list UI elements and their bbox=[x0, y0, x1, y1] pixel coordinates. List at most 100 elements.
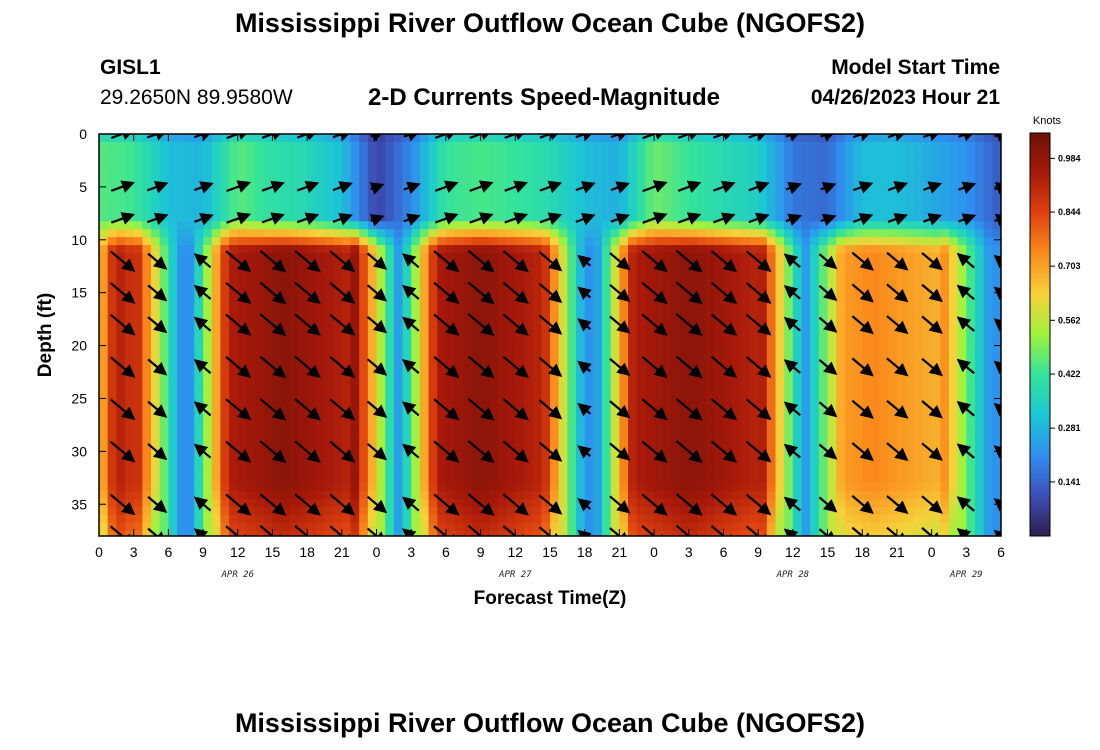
heatmap-cell bbox=[385, 213, 395, 222]
heatmap-cell bbox=[263, 348, 274, 357]
heatmap-cell bbox=[654, 379, 664, 389]
heatmap-cell bbox=[628, 324, 638, 333]
heatmap-cell bbox=[879, 348, 889, 357]
heatmap-cell bbox=[636, 245, 646, 254]
heatmap-cell bbox=[168, 134, 178, 143]
heatmap-cell bbox=[792, 522, 803, 532]
heatmap-cell bbox=[151, 419, 161, 429]
heatmap-cell bbox=[706, 181, 716, 191]
heatmap-cell bbox=[99, 197, 109, 206]
heatmap-cell bbox=[836, 316, 846, 326]
heatmap-cell bbox=[905, 443, 915, 452]
heatmap-cell bbox=[142, 506, 152, 516]
heatmap-cell bbox=[766, 530, 777, 536]
heatmap-cell bbox=[393, 467, 404, 476]
heatmap-cell bbox=[593, 498, 603, 508]
heatmap-cell bbox=[411, 189, 421, 199]
heatmap-cell bbox=[905, 451, 915, 460]
heatmap-cell bbox=[758, 435, 768, 445]
heatmap-cell bbox=[602, 522, 612, 532]
heatmap-cell bbox=[628, 427, 638, 437]
heatmap-cell bbox=[480, 276, 490, 286]
heatmap-cell bbox=[107, 276, 117, 286]
heatmap-cell bbox=[550, 300, 560, 310]
heatmap-cell bbox=[367, 141, 378, 151]
heatmap-cell bbox=[940, 253, 950, 262]
heatmap-cell bbox=[411, 205, 421, 214]
heatmap-cell bbox=[558, 292, 568, 302]
heatmap-cell bbox=[879, 245, 889, 254]
heatmap-cell bbox=[367, 229, 378, 238]
heatmap-cell bbox=[315, 530, 326, 536]
heatmap-cell bbox=[905, 308, 915, 318]
heatmap-cell bbox=[203, 522, 213, 532]
heatmap-cell bbox=[567, 316, 577, 326]
heatmap-cell bbox=[567, 276, 577, 286]
heatmap-cell bbox=[602, 372, 612, 381]
heatmap-cell bbox=[602, 324, 612, 333]
heatmap-cell bbox=[220, 134, 230, 143]
heatmap-cell bbox=[749, 514, 759, 524]
heatmap-cell bbox=[576, 348, 586, 357]
heatmap-cell bbox=[142, 268, 152, 278]
heatmap-cell bbox=[194, 149, 204, 159]
heatmap-cell bbox=[654, 300, 664, 310]
heatmap-cell bbox=[775, 221, 785, 230]
heatmap-cell bbox=[133, 260, 143, 270]
heatmap-cell bbox=[697, 435, 707, 445]
heatmap-cell bbox=[255, 427, 265, 437]
heatmap-cell bbox=[489, 300, 499, 310]
heatmap-cell bbox=[792, 435, 803, 445]
heatmap-cell bbox=[333, 173, 343, 183]
heatmap-cell bbox=[107, 205, 117, 214]
heatmap-cell bbox=[211, 467, 222, 476]
heatmap-cell bbox=[905, 332, 915, 341]
heatmap-cell bbox=[740, 268, 751, 278]
heatmap-cell bbox=[263, 149, 274, 159]
heatmap-cell bbox=[862, 165, 872, 175]
heatmap-cell bbox=[437, 165, 447, 175]
heatmap-cell bbox=[550, 237, 560, 246]
heatmap-cell bbox=[445, 189, 456, 199]
heatmap-cell bbox=[853, 427, 863, 437]
heatmap-cell bbox=[341, 395, 352, 405]
heatmap-cell bbox=[315, 205, 326, 214]
heatmap-cell bbox=[680, 514, 690, 524]
heatmap-cell bbox=[584, 419, 594, 429]
heatmap-cell bbox=[289, 379, 300, 389]
heatmap-cell bbox=[168, 237, 178, 246]
heatmap-cell bbox=[870, 253, 881, 262]
heatmap-cell bbox=[836, 443, 846, 452]
heatmap-cell bbox=[584, 340, 594, 349]
heatmap-cell bbox=[766, 213, 777, 222]
heatmap-cell bbox=[879, 308, 889, 318]
heatmap-cell bbox=[879, 340, 889, 349]
heatmap-cell bbox=[523, 205, 534, 214]
heatmap-cell bbox=[671, 443, 681, 452]
heatmap-cell bbox=[584, 284, 594, 294]
heatmap-cell bbox=[940, 332, 950, 341]
heatmap-cell bbox=[914, 451, 924, 460]
heatmap-cell bbox=[792, 165, 803, 175]
heatmap-cell bbox=[463, 483, 473, 492]
heatmap-cell bbox=[142, 403, 152, 413]
heatmap-cell bbox=[758, 189, 768, 199]
heatmap-cell bbox=[914, 141, 924, 151]
heatmap-cell bbox=[237, 435, 248, 445]
heatmap-cell bbox=[437, 173, 447, 183]
heatmap-cell bbox=[714, 173, 725, 183]
heatmap-cell bbox=[168, 221, 178, 230]
heatmap-cell bbox=[125, 387, 135, 397]
heatmap-cell bbox=[662, 427, 673, 437]
heatmap-cell bbox=[194, 514, 204, 524]
heatmap-cell bbox=[220, 498, 230, 508]
heatmap-cell bbox=[688, 165, 699, 175]
heatmap-cell bbox=[211, 181, 222, 191]
heatmap-cell bbox=[350, 379, 360, 389]
heatmap-cell bbox=[203, 245, 213, 254]
heatmap-cell bbox=[671, 387, 681, 397]
heatmap-cell bbox=[393, 403, 404, 413]
heatmap-cell bbox=[879, 475, 889, 484]
heatmap-cell bbox=[471, 308, 482, 318]
heatmap-cell bbox=[393, 316, 404, 326]
